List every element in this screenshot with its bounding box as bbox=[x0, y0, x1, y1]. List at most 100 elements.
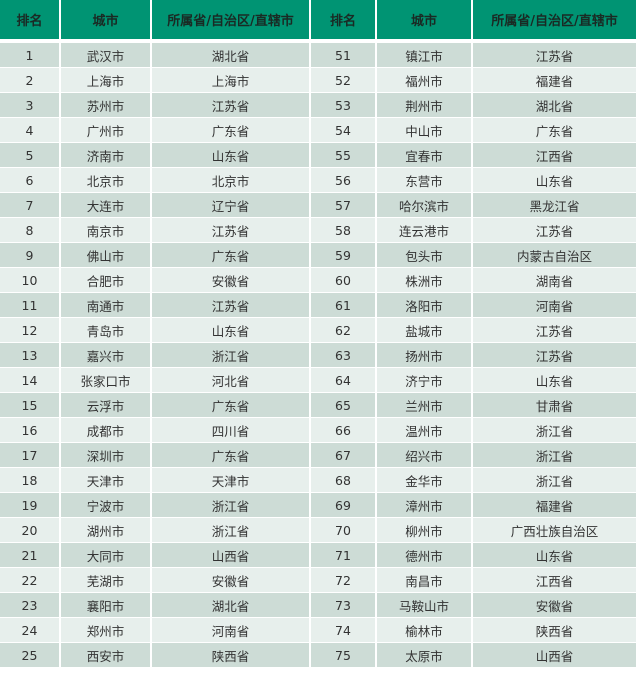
rank-cell: 3 bbox=[0, 93, 59, 118]
rank-cell: 62 bbox=[311, 318, 375, 343]
rank-cell: 4 bbox=[0, 118, 59, 143]
city-cell: 郑州市 bbox=[61, 618, 150, 643]
province-cell: 安徽省 bbox=[152, 268, 309, 293]
rank-cell: 7 bbox=[0, 193, 59, 218]
header-rank: 排名 bbox=[311, 0, 375, 39]
city-cell: 扬州市 bbox=[377, 343, 471, 368]
province-cell: 河南省 bbox=[473, 293, 636, 318]
province-cell: 浙江省 bbox=[473, 468, 636, 493]
province-cell: 江苏省 bbox=[152, 218, 309, 243]
table-row: 21 大同市 山西省 71 德州市 山东省 bbox=[0, 543, 636, 568]
rank-cell: 25 bbox=[0, 643, 59, 668]
city-cell: 芜湖市 bbox=[61, 568, 150, 593]
rank-cell: 16 bbox=[0, 418, 59, 443]
city-cell: 大连市 bbox=[61, 193, 150, 218]
table-row: 11 南通市 江苏省 61 洛阳市 河南省 bbox=[0, 293, 636, 318]
city-cell: 温州市 bbox=[377, 418, 471, 443]
city-cell: 榆林市 bbox=[377, 618, 471, 643]
table-row: 15 云浮市 广东省 65 兰州市 甘肃省 bbox=[0, 393, 636, 418]
table-row: 25 西安市 陕西省 75 太原市 山西省 bbox=[0, 643, 636, 668]
table-row: 2 上海市 上海市 52 福州市 福建省 bbox=[0, 68, 636, 93]
city-cell: 福州市 bbox=[377, 68, 471, 93]
city-cell: 洛阳市 bbox=[377, 293, 471, 318]
city-cell: 成都市 bbox=[61, 418, 150, 443]
city-cell: 济宁市 bbox=[377, 368, 471, 393]
province-cell: 山东省 bbox=[473, 368, 636, 393]
city-cell: 漳州市 bbox=[377, 493, 471, 518]
rank-cell: 59 bbox=[311, 243, 375, 268]
city-cell: 哈尔滨市 bbox=[377, 193, 471, 218]
province-cell: 山西省 bbox=[473, 643, 636, 668]
province-cell: 山东省 bbox=[152, 143, 309, 168]
city-cell: 嘉兴市 bbox=[61, 343, 150, 368]
rank-cell: 8 bbox=[0, 218, 59, 243]
city-cell: 济南市 bbox=[61, 143, 150, 168]
province-cell: 广东省 bbox=[152, 443, 309, 468]
rank-cell: 5 bbox=[0, 143, 59, 168]
province-cell: 江苏省 bbox=[473, 343, 636, 368]
table-row: 9 佛山市 广东省 59 包头市 内蒙古自治区 bbox=[0, 243, 636, 268]
province-cell: 山东省 bbox=[152, 318, 309, 343]
province-cell: 天津市 bbox=[152, 468, 309, 493]
city-cell: 金华市 bbox=[377, 468, 471, 493]
city-cell: 武汉市 bbox=[61, 43, 150, 68]
rank-cell: 64 bbox=[311, 368, 375, 393]
rank-cell: 69 bbox=[311, 493, 375, 518]
table-row: 23 襄阳市 湖北省 73 马鞍山市 安徽省 bbox=[0, 593, 636, 618]
city-cell: 南通市 bbox=[61, 293, 150, 318]
table-row: 4 广州市 广东省 54 中山市 广东省 bbox=[0, 118, 636, 143]
table-row: 18 天津市 天津市 68 金华市 浙江省 bbox=[0, 468, 636, 493]
rank-cell: 53 bbox=[311, 93, 375, 118]
rank-cell: 73 bbox=[311, 593, 375, 618]
city-cell: 张家口市 bbox=[61, 368, 150, 393]
province-cell: 甘肃省 bbox=[473, 393, 636, 418]
table-row: 7 大连市 辽宁省 57 哈尔滨市 黑龙江省 bbox=[0, 193, 636, 218]
table-row: 17 深圳市 广东省 67 绍兴市 浙江省 bbox=[0, 443, 636, 468]
table-row: 20 湖州市 浙江省 70 柳州市 广西壮族自治区 bbox=[0, 518, 636, 543]
rank-cell: 55 bbox=[311, 143, 375, 168]
table-row: 10 合肥市 安徽省 60 株洲市 湖南省 bbox=[0, 268, 636, 293]
city-cell: 盐城市 bbox=[377, 318, 471, 343]
rank-cell: 6 bbox=[0, 168, 59, 193]
header-province: 所属省/自治区/直辖市 bbox=[152, 0, 309, 39]
province-cell: 内蒙古自治区 bbox=[473, 243, 636, 268]
province-cell: 浙江省 bbox=[473, 443, 636, 468]
province-cell: 河北省 bbox=[152, 368, 309, 393]
header-row: 排名 城市 所属省/自治区/直辖市 排名 城市 所属省/自治区/直辖市 bbox=[0, 0, 636, 39]
rank-cell: 71 bbox=[311, 543, 375, 568]
rank-cell: 9 bbox=[0, 243, 59, 268]
city-cell: 云浮市 bbox=[61, 393, 150, 418]
rank-cell: 13 bbox=[0, 343, 59, 368]
rank-cell: 74 bbox=[311, 618, 375, 643]
city-cell: 东营市 bbox=[377, 168, 471, 193]
province-cell: 陕西省 bbox=[152, 643, 309, 668]
province-cell: 江苏省 bbox=[473, 218, 636, 243]
table-row: 5 济南市 山东省 55 宜春市 江西省 bbox=[0, 143, 636, 168]
city-cell: 宜春市 bbox=[377, 143, 471, 168]
city-cell: 中山市 bbox=[377, 118, 471, 143]
province-cell: 山西省 bbox=[152, 543, 309, 568]
province-cell: 江西省 bbox=[473, 568, 636, 593]
city-cell: 德州市 bbox=[377, 543, 471, 568]
rank-cell: 56 bbox=[311, 168, 375, 193]
rank-cell: 11 bbox=[0, 293, 59, 318]
rank-cell: 52 bbox=[311, 68, 375, 93]
rank-cell: 72 bbox=[311, 568, 375, 593]
table-row: 24 郑州市 河南省 74 榆林市 陕西省 bbox=[0, 618, 636, 643]
rank-cell: 23 bbox=[0, 593, 59, 618]
rank-cell: 66 bbox=[311, 418, 375, 443]
city-cell: 南昌市 bbox=[377, 568, 471, 593]
city-cell: 北京市 bbox=[61, 168, 150, 193]
province-cell: 广东省 bbox=[152, 393, 309, 418]
province-cell: 陕西省 bbox=[473, 618, 636, 643]
rank-cell: 58 bbox=[311, 218, 375, 243]
city-cell: 株洲市 bbox=[377, 268, 471, 293]
province-cell: 福建省 bbox=[473, 68, 636, 93]
table-row: 3 苏州市 江苏省 53 荆州市 湖北省 bbox=[0, 93, 636, 118]
table-row: 16 成都市 四川省 66 温州市 浙江省 bbox=[0, 418, 636, 443]
province-cell: 浙江省 bbox=[152, 518, 309, 543]
province-cell: 江苏省 bbox=[152, 93, 309, 118]
province-cell: 四川省 bbox=[152, 418, 309, 443]
rank-cell: 61 bbox=[311, 293, 375, 318]
table-row: 14 张家口市 河北省 64 济宁市 山东省 bbox=[0, 368, 636, 393]
